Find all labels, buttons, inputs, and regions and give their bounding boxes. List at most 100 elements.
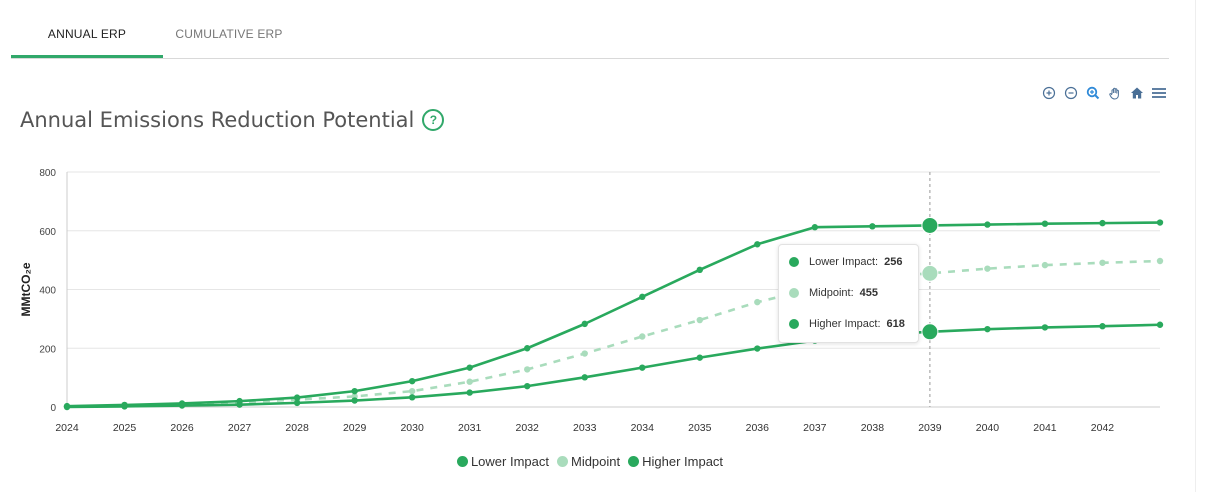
tab-annual-erp[interactable]: ANNUAL ERP xyxy=(11,12,163,58)
menu-icon[interactable] xyxy=(1150,84,1167,101)
data-point-higher-impact xyxy=(236,397,243,405)
data-point-higher-impact xyxy=(1156,219,1164,226)
x-tick-label: 2034 xyxy=(631,422,655,434)
data-point-higher-impact xyxy=(921,216,939,234)
data-point-higher-impact xyxy=(121,401,128,409)
y-axis-title: MMtCO₂e xyxy=(19,262,33,316)
data-point-higher-impact xyxy=(581,320,588,328)
x-tick-label: 2025 xyxy=(113,422,137,434)
chart-title-row: Annual Emissions Reduction Potential ? xyxy=(20,108,445,132)
x-tick-label: 2024 xyxy=(55,422,79,434)
series-line-higher-impact xyxy=(66,221,1161,408)
data-point-lower-impact xyxy=(921,323,939,341)
data-point-lower-impact xyxy=(351,397,358,404)
data-point-lower-impact xyxy=(581,374,588,381)
y-tick-label: 600 xyxy=(39,227,56,238)
selection-zoom-icon[interactable] xyxy=(1084,84,1101,101)
legend-dot-midpoint xyxy=(556,456,568,467)
help-icon[interactable]: ? xyxy=(422,109,445,131)
data-point-midpoint xyxy=(1156,257,1164,265)
data-point-higher-impact xyxy=(639,293,646,301)
legend-item-higher[interactable]: Higher Impact xyxy=(628,454,723,469)
tooltip-row-higher: Higher Impact: 618 xyxy=(789,318,905,330)
data-point-lower-impact xyxy=(524,382,531,390)
series-line-lower-impact xyxy=(66,323,1161,409)
data-point-midpoint xyxy=(921,264,939,282)
y-tick-label: 800 xyxy=(39,168,56,179)
data-point-lower-impact xyxy=(1041,324,1049,331)
x-tick-label: 2026 xyxy=(170,422,194,434)
tooltip-value-midpoint: 455 xyxy=(859,287,878,299)
data-point-higher-impact xyxy=(811,224,819,231)
zoom-in-icon[interactable] xyxy=(1040,84,1057,101)
x-tick-label: 2027 xyxy=(228,422,252,434)
x-tick-label: 2036 xyxy=(746,422,770,434)
x-tick-label: 2041 xyxy=(1033,422,1057,434)
data-point-lower-impact xyxy=(293,399,301,407)
data-point-higher-impact xyxy=(524,345,531,352)
chart-legend: Lower Impact Midpoint Higher Impact xyxy=(0,454,1180,469)
tab-cumulative-erp[interactable]: CUMULATIVE ERP xyxy=(175,27,283,41)
x-tick-label: 2037 xyxy=(803,422,827,434)
legend-item-midpoint[interactable]: Midpoint xyxy=(556,454,621,469)
x-tick-label: 2039 xyxy=(918,422,942,434)
legend-item-lower[interactable]: Lower Impact xyxy=(456,454,549,469)
data-point-lower-impact xyxy=(1156,321,1164,328)
x-tick-label: 2028 xyxy=(285,422,309,434)
legend-label-higher: Higher Impact xyxy=(642,454,724,469)
x-tick-label: 2035 xyxy=(688,422,712,434)
data-point-lower-impact xyxy=(639,364,646,371)
y-tick-label: 0 xyxy=(50,403,56,414)
tooltip-dot-midpoint xyxy=(789,288,799,298)
pan-hand-icon[interactable] xyxy=(1106,84,1123,101)
data-point-lower-impact xyxy=(696,354,703,361)
x-tick-label: 2038 xyxy=(861,422,885,434)
data-point-higher-impact xyxy=(984,221,991,228)
tooltip-value-lower: 256 xyxy=(884,256,903,268)
data-point-higher-impact xyxy=(466,364,473,371)
tooltip-dot-lower xyxy=(789,257,799,267)
data-point-higher-impact xyxy=(408,377,416,385)
x-tick-label: 2042 xyxy=(1091,422,1115,434)
data-point-midpoint xyxy=(754,298,761,306)
data-point-lower-impact xyxy=(466,389,473,396)
data-point-lower-impact xyxy=(408,394,416,401)
tooltip-dot-higher xyxy=(789,319,799,329)
data-point-higher-impact xyxy=(754,241,761,248)
legend-dot-lower xyxy=(456,456,468,467)
y-tick-label: 400 xyxy=(39,286,56,297)
tooltip-row-midpoint: Midpoint: 455 xyxy=(789,287,878,299)
data-point-midpoint xyxy=(696,316,703,324)
tooltip-label-midpoint: Midpoint: xyxy=(809,287,854,299)
data-point-higher-impact xyxy=(293,394,301,401)
x-tick-label: 2030 xyxy=(400,422,424,434)
chart-tooltip: Lower Impact: 256 Midpoint: 455 Higher I… xyxy=(778,244,919,343)
data-point-midpoint xyxy=(524,366,531,373)
x-tick-label: 2029 xyxy=(343,422,367,434)
tab-bar: ANNUAL ERP CUMULATIVE ERP xyxy=(11,12,1169,59)
x-tick-label: 2033 xyxy=(573,422,597,434)
legend-label-lower: Lower Impact xyxy=(470,454,549,469)
data-point-lower-impact xyxy=(1099,323,1106,330)
chart-toolbar xyxy=(1040,84,1167,102)
tooltip-label-lower: Lower Impact: xyxy=(809,256,879,268)
data-point-midpoint xyxy=(1099,259,1106,266)
data-point-midpoint xyxy=(466,378,473,385)
data-point-midpoint xyxy=(1041,261,1049,269)
data-point-lower-impact xyxy=(754,345,761,352)
x-tick-label: 2031 xyxy=(458,422,482,434)
tooltip-row-lower: Lower Impact: 256 xyxy=(789,256,902,268)
home-reset-icon[interactable] xyxy=(1128,84,1145,101)
zoom-out-icon[interactable] xyxy=(1062,84,1079,101)
data-point-higher-impact xyxy=(1099,219,1106,227)
data-point-higher-impact xyxy=(178,400,186,407)
x-tick-label: 2040 xyxy=(976,422,1000,434)
tooltip-value-higher: 618 xyxy=(886,318,905,330)
series-line-midpoint xyxy=(66,259,1161,409)
legend-label-midpoint: Midpoint xyxy=(570,454,621,469)
data-point-higher-impact xyxy=(869,223,876,230)
data-point-higher-impact xyxy=(696,266,703,274)
legend-dot-higher xyxy=(628,456,640,467)
data-point-midpoint xyxy=(581,350,588,357)
tooltip-label-higher: Higher Impact: xyxy=(809,318,881,330)
